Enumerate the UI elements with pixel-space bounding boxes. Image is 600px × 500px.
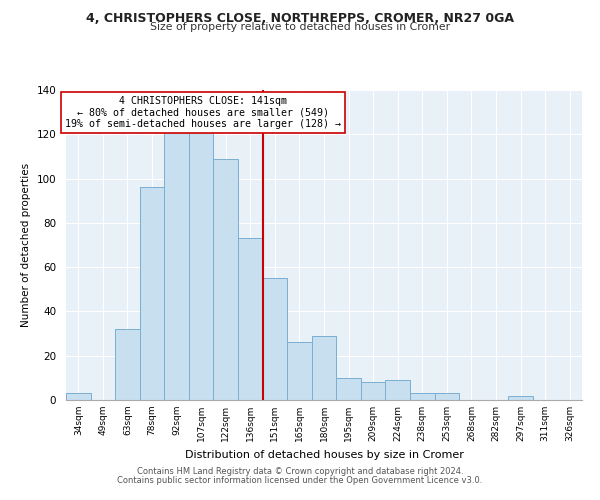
Bar	[385, 380, 410, 400]
Bar	[312, 336, 336, 400]
Bar	[115, 329, 140, 400]
Bar	[434, 394, 459, 400]
Bar	[140, 188, 164, 400]
Bar	[508, 396, 533, 400]
Bar	[336, 378, 361, 400]
Bar	[214, 158, 238, 400]
Bar	[189, 108, 214, 400]
Text: Contains public sector information licensed under the Open Government Licence v3: Contains public sector information licen…	[118, 476, 482, 485]
X-axis label: Distribution of detached houses by size in Cromer: Distribution of detached houses by size …	[185, 450, 463, 460]
Bar	[66, 394, 91, 400]
Bar	[287, 342, 312, 400]
Bar	[164, 108, 189, 400]
Bar	[238, 238, 263, 400]
Text: 4, CHRISTOPHERS CLOSE, NORTHREPPS, CROMER, NR27 0GA: 4, CHRISTOPHERS CLOSE, NORTHREPPS, CROME…	[86, 12, 514, 26]
Bar	[361, 382, 385, 400]
Text: Contains HM Land Registry data © Crown copyright and database right 2024.: Contains HM Land Registry data © Crown c…	[137, 467, 463, 476]
Y-axis label: Number of detached properties: Number of detached properties	[21, 163, 31, 327]
Bar	[410, 394, 434, 400]
Text: Size of property relative to detached houses in Cromer: Size of property relative to detached ho…	[150, 22, 450, 32]
Bar	[263, 278, 287, 400]
Text: 4 CHRISTOPHERS CLOSE: 141sqm
← 80% of detached houses are smaller (549)
19% of s: 4 CHRISTOPHERS CLOSE: 141sqm ← 80% of de…	[65, 96, 341, 130]
